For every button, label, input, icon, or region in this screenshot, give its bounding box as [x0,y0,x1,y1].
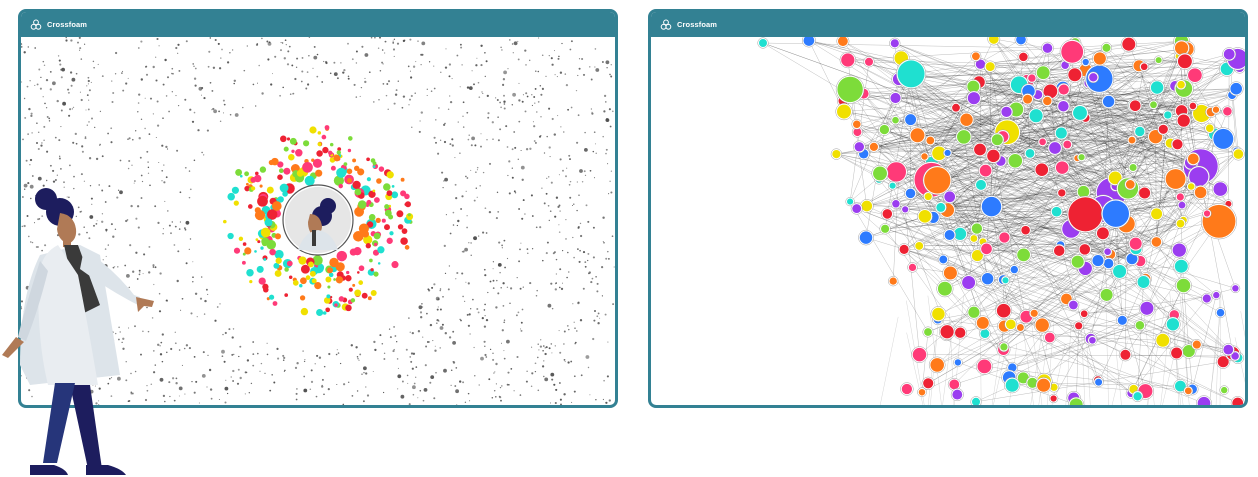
crossfoam-logo-icon [30,19,42,31]
app-window-right: Crossfoam [648,9,1248,408]
network-canvas[interactable] [651,37,1245,405]
person-avatar-icon [283,185,353,255]
crossfoam-logo-icon [660,19,672,31]
person-walking-illustration [0,185,165,475]
network-graph[interactable] [651,37,1245,405]
window-titlebar: Crossfoam [651,12,1245,37]
app-title: Crossfoam [47,20,87,29]
window-titlebar: Crossfoam [21,12,615,37]
app-title: Crossfoam [677,20,717,29]
